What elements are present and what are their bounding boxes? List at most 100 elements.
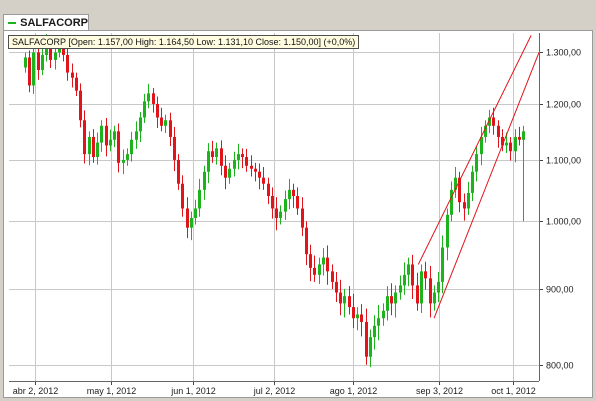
trend-line-lower [433, 52, 540, 319]
candle-body [220, 148, 223, 166]
y-tick-label: 1.000,00 [546, 217, 581, 227]
candle-body [126, 154, 129, 160]
candle-body [96, 142, 99, 158]
candle-body [190, 218, 193, 228]
candle-body [228, 168, 231, 178]
candle-body [335, 281, 338, 293]
candle-body [88, 136, 91, 155]
candle-body [100, 125, 103, 143]
y-tick-label: 900,00 [546, 285, 574, 295]
candle-body [416, 285, 419, 304]
candle-body [181, 183, 184, 209]
candle-body [407, 264, 410, 275]
legend-tab[interactable]: SALFACORP [3, 14, 89, 31]
candle-body [326, 257, 329, 272]
candle-body [152, 93, 155, 104]
candle-body [399, 285, 402, 293]
chart-frame: 800,00 900,00 1.000,00 1.100,00 1.200,00 1.30… [3, 30, 593, 398]
x-tick-label: sep 3, 2012 [416, 386, 463, 396]
candle-body [446, 214, 449, 248]
candle-body [331, 271, 334, 282]
candle-body [54, 52, 57, 60]
candle-body [288, 189, 291, 200]
candle-body [488, 117, 491, 126]
candle-body [75, 77, 78, 91]
candle-body [394, 292, 397, 304]
candle-body [233, 159, 236, 169]
candle-body [275, 208, 278, 219]
candle-body [143, 101, 146, 118]
candle-body [348, 296, 351, 308]
candle-body [24, 57, 27, 68]
candle-body [518, 136, 521, 140]
candle-body [458, 177, 461, 203]
ohlc-info-box: SALFACORP [Open: 1.157,00 High: 1.164,50… [8, 35, 360, 49]
candle-body [373, 325, 376, 338]
candle-body [224, 165, 227, 178]
candle-body [437, 281, 440, 293]
candle-body [117, 131, 120, 163]
candle-body [135, 131, 138, 140]
candle-body [250, 165, 253, 169]
candle-body [309, 254, 312, 268]
price-chart[interactable]: 800,00 900,00 1.000,00 1.100,00 1.200,00 1.30… [4, 31, 592, 397]
x-tick-label: may 1, 2012 [87, 386, 137, 396]
candle-body [420, 271, 423, 304]
candle-body [71, 72, 74, 78]
candle-body [514, 136, 517, 152]
candle-body [58, 47, 61, 53]
candle-body [211, 151, 214, 158]
candle-body [177, 159, 180, 184]
candle-body [356, 314, 359, 319]
candle-body [241, 154, 244, 158]
candle-body [237, 154, 240, 160]
candle-body [480, 136, 483, 155]
candle-body [509, 142, 512, 152]
candle-body [66, 54, 69, 73]
candle-body [130, 139, 133, 155]
candle-body [83, 120, 86, 155]
candle-body [429, 278, 432, 304]
candle-body [369, 337, 372, 357]
x-tick-label: jul 2, 2012 [253, 386, 296, 396]
y-tick-label: 1.200,00 [546, 100, 581, 110]
candle-body [109, 139, 112, 146]
candle-body [267, 183, 270, 196]
candle-body [390, 296, 393, 304]
candle-body [463, 202, 466, 209]
candle-body [522, 131, 525, 140]
candle-body [41, 54, 44, 71]
candle-body [271, 195, 274, 209]
candle-body [292, 189, 295, 196]
candle-body [105, 125, 108, 146]
ohlc-info-text: SALFACORP [Open: 1.157,00 High: 1.164,50… [12, 37, 356, 47]
candle-body [467, 192, 470, 209]
candle-body [28, 57, 31, 86]
candle-body [173, 136, 176, 160]
candle-body [186, 208, 189, 228]
candle-body [147, 93, 150, 102]
trend-line-upper [417, 35, 532, 265]
candle-body [215, 148, 218, 158]
x-tick-label: ago 1, 2012 [330, 386, 378, 396]
candle-body [49, 42, 52, 60]
candle-body [62, 47, 65, 55]
candle-body [343, 296, 346, 304]
candle-body [32, 52, 35, 86]
candle-body [403, 274, 406, 286]
candle-body [313, 267, 316, 275]
candle-body [360, 314, 363, 322]
candle-body [113, 131, 116, 140]
candle-body [450, 189, 453, 215]
candle-body [164, 120, 167, 126]
candle-body [169, 120, 172, 137]
candle-body [484, 125, 487, 137]
candle-body [37, 52, 40, 71]
candle-body [441, 247, 444, 282]
candle-body [352, 307, 355, 319]
y-tick-label: 1.300,00 [546, 48, 581, 58]
legend-label: SALFACORP [20, 17, 88, 29]
candle-body [492, 117, 495, 126]
candle-body [254, 168, 257, 172]
candle-body [433, 292, 436, 304]
